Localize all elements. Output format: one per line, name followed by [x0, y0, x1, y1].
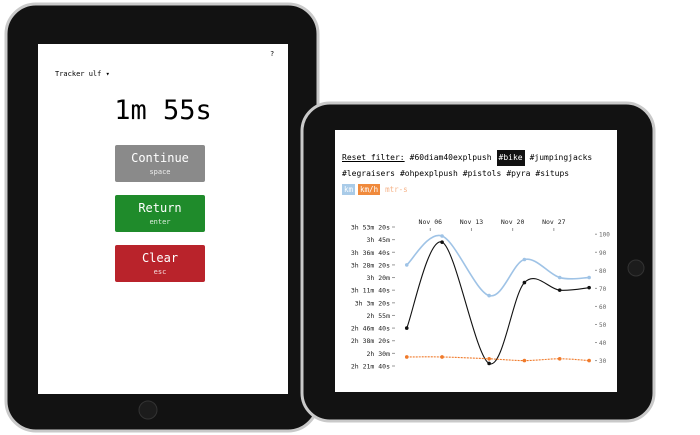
y2-tick-label: 40: [599, 340, 607, 347]
tag[interactable]: #60diam40explpush: [409, 153, 492, 162]
data-point: [440, 234, 444, 238]
unit-toggle[interactable]: mtr-s: [385, 185, 408, 194]
data-point: [557, 288, 562, 292]
y-tick-label: 3h 36m 40s: [351, 249, 390, 257]
y2-tick-label: 90: [599, 250, 607, 257]
data-point: [522, 257, 527, 262]
tag[interactable]: #pyra: [506, 169, 531, 178]
data-point: [440, 355, 444, 359]
data-point: [440, 240, 444, 244]
y2-tick-label: 100: [599, 232, 610, 239]
button-label: Continue: [131, 151, 189, 165]
data-point: [522, 358, 527, 363]
unit-toggle[interactable]: km/h: [358, 184, 381, 195]
data-point: [587, 358, 591, 363]
button-key: esc: [153, 268, 167, 276]
y-tick-label: 2h 30m: [367, 350, 391, 358]
reset-filter[interactable]: Reset filter:: [342, 153, 405, 162]
data-point: [404, 355, 409, 359]
data-point: [557, 356, 562, 361]
y2-tick-label: 30: [599, 358, 607, 365]
data-point: [522, 280, 527, 285]
y2-tick-label: 70: [599, 286, 607, 293]
y-tick-label: 3h 53m 20s: [351, 224, 390, 232]
y-tick-label: 2h 46m 40s: [351, 325, 390, 333]
y-tick-label: 3h 45m: [367, 236, 391, 244]
data-point: [404, 326, 409, 330]
home-button[interactable]: [627, 259, 645, 277]
x-tick-label: Nov 13: [460, 218, 484, 226]
y2-tick-label: 80: [599, 268, 607, 275]
y-tick-label: 3h 11m 40s: [351, 287, 390, 295]
data-point: [487, 361, 491, 366]
y-tick-label: 2h 38m 20s: [351, 337, 390, 345]
action-button[interactable]: Continue space: [115, 145, 205, 182]
data-point: [487, 356, 491, 361]
unit-toggles: km km/h mtr-s: [342, 184, 410, 195]
timer: 1m 55s: [114, 95, 212, 126]
tracker-menu[interactable]: Tracker ulf ▾: [55, 70, 110, 78]
data-point: [404, 263, 409, 267]
help[interactable]: ?: [270, 50, 275, 58]
tag-filter: Reset filter: #60diam40explpush #bike #jum…: [342, 150, 612, 182]
x-tick-label: Nov 06: [419, 218, 443, 226]
data-point: [557, 275, 562, 280]
tag[interactable]: #pistols: [462, 169, 502, 178]
x-tick-label: Nov 27: [542, 218, 566, 226]
y-tick-label: 3h 20m: [367, 274, 391, 282]
right-screen: [335, 130, 617, 392]
button-label: Return: [138, 201, 182, 215]
home-button[interactable]: [138, 400, 158, 420]
unit-toggle[interactable]: km: [342, 184, 356, 195]
series-line: [406, 356, 590, 362]
button-label: Clear: [141, 251, 179, 265]
y2-tick-label: 50: [599, 322, 607, 329]
tag[interactable]: #ohpexplpush: [399, 169, 458, 178]
button-key: space: [149, 168, 171, 176]
tag[interactable]: #legraisers: [342, 169, 395, 178]
action-button[interactable]: Return enter: [115, 195, 205, 232]
y-tick-label: 2h 55m: [367, 312, 391, 320]
tag[interactable]: #bike: [496, 150, 525, 166]
y-tick-label: 3h 28m 20s: [351, 261, 390, 269]
y2-tick-label: 60: [599, 304, 607, 311]
button-key: enter: [149, 218, 171, 226]
action-button[interactable]: Clear esc: [115, 245, 205, 282]
data-point: [587, 275, 591, 280]
tag[interactable]: #situps: [535, 169, 570, 178]
data-point: [487, 293, 491, 298]
y-tick-label: 3h 3m 20s: [355, 299, 390, 307]
y-tick-label: 2h 21m 40s: [351, 363, 390, 371]
data-point: [587, 285, 591, 290]
chart: 2h 21m 40s 2h 30m 2h 38m 20s 2h 46m 40s 2h 5…: [351, 218, 610, 371]
tag[interactable]: #jumpingjacks: [529, 153, 593, 162]
x-tick-label: Nov 20: [501, 218, 525, 226]
